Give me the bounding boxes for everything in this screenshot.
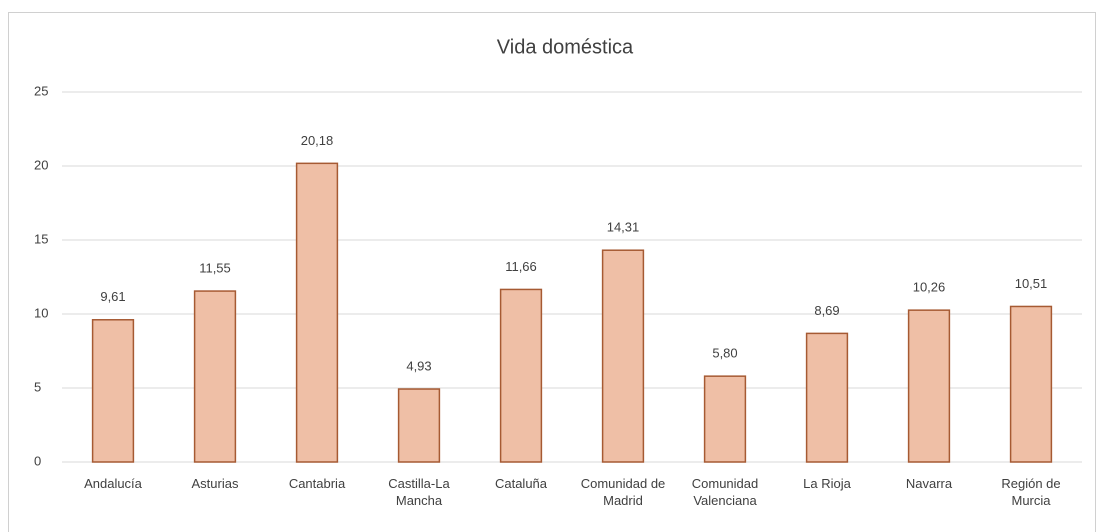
x-tick-label: Cataluña <box>494 476 548 491</box>
x-tick-label: Comunidad de Madrid <box>580 476 666 508</box>
y-tick-label: 10 <box>34 305 48 320</box>
data-label: 5,80 <box>712 346 737 361</box>
x-tick-label: Asturias <box>191 476 239 491</box>
y-tick-label: 15 <box>34 231 48 246</box>
x-tick-label: Castilla-La Mancha <box>388 476 450 508</box>
bar <box>1009 305 1053 463</box>
bar <box>703 375 747 463</box>
data-label: 20,18 <box>301 133 334 148</box>
x-tick-label: Comunidad Valenciana <box>691 476 759 508</box>
bar <box>907 309 951 463</box>
data-label: 11,55 <box>199 260 231 275</box>
x-tick-label: Región de Murcia <box>1001 476 1061 508</box>
x-tick-label: Andalucía <box>84 476 142 491</box>
data-label: 11,66 <box>505 259 537 274</box>
data-label: 4,93 <box>406 358 431 373</box>
bar <box>805 332 849 463</box>
y-tick-label: 5 <box>34 379 41 394</box>
bar <box>397 388 441 463</box>
data-label: 10,51 <box>1015 276 1048 291</box>
bar <box>193 290 237 463</box>
data-label: 9,61 <box>100 289 125 304</box>
x-tick-label: Cantabria <box>288 476 346 491</box>
bar <box>499 288 543 463</box>
y-tick-label: 0 <box>34 453 41 468</box>
bar <box>295 162 339 463</box>
x-tick-label: La Rioja <box>803 476 851 491</box>
data-label: 10,26 <box>913 280 946 295</box>
x-tick-label: Navarra <box>905 476 953 491</box>
bar <box>91 319 135 463</box>
y-tick-label: 25 <box>34 83 48 98</box>
data-label: 14,31 <box>607 220 640 235</box>
bar <box>601 249 645 463</box>
y-tick-label: 20 <box>34 157 48 172</box>
data-label: 8,69 <box>814 303 839 318</box>
chart-title: Vida doméstica <box>497 36 634 58</box>
